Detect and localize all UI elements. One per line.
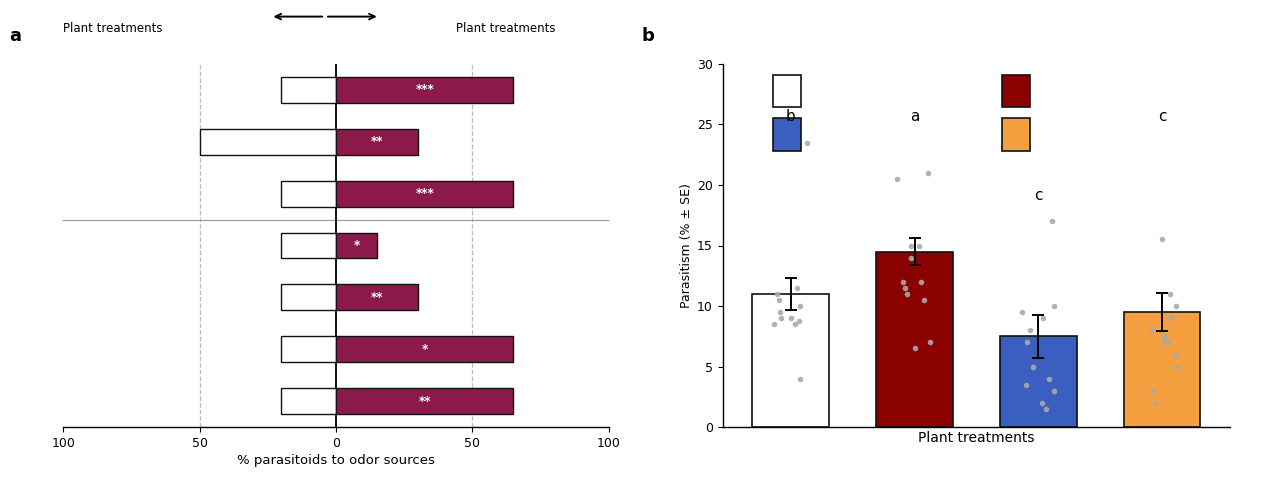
Point	[790, 375, 810, 382]
Point	[765, 320, 785, 328]
Point	[910, 278, 931, 286]
Point	[900, 254, 921, 262]
Text: a: a	[9, 27, 20, 46]
Bar	[281, 336, 336, 362]
Text: **: **	[370, 135, 383, 148]
Point	[1154, 338, 1174, 346]
Point	[796, 138, 817, 146]
Bar	[281, 388, 336, 414]
Bar	[752, 294, 829, 427]
FancyBboxPatch shape	[1002, 75, 1030, 108]
Point	[790, 302, 810, 310]
Point	[1167, 363, 1187, 371]
Text: Plant treatments: Plant treatments	[456, 22, 555, 35]
Bar	[336, 388, 514, 414]
Point	[1044, 387, 1064, 395]
Bar	[336, 129, 417, 155]
Point	[902, 242, 922, 249]
Point	[1038, 375, 1059, 382]
Bar	[336, 77, 514, 103]
Point	[896, 290, 917, 298]
Point	[908, 242, 928, 249]
Point	[1142, 387, 1163, 395]
Text: c: c	[1033, 188, 1042, 203]
Point	[1017, 338, 1037, 346]
Point	[1044, 302, 1064, 310]
Point	[1165, 302, 1186, 310]
Point	[895, 284, 915, 292]
X-axis label: % parasitoids to odor sources: % parasitoids to odor sources	[237, 454, 435, 467]
Text: ***: ***	[415, 83, 434, 96]
Point	[771, 314, 791, 322]
Point	[893, 278, 913, 286]
FancyBboxPatch shape	[1002, 118, 1030, 151]
Bar	[1000, 336, 1077, 427]
Point	[1036, 405, 1056, 413]
Y-axis label: Parasitism (% ± SE): Parasitism (% ± SE)	[680, 183, 694, 308]
X-axis label: Plant treatments: Plant treatments	[918, 431, 1035, 445]
Point	[781, 314, 801, 322]
Point	[919, 338, 940, 346]
Bar	[281, 77, 336, 103]
Bar	[281, 233, 336, 258]
Text: Plant treatments: Plant treatments	[63, 22, 162, 35]
Point	[1159, 290, 1179, 298]
Point	[770, 296, 790, 304]
Point	[1032, 314, 1052, 322]
Bar	[336, 336, 514, 362]
Point	[918, 169, 938, 177]
Point	[905, 345, 926, 353]
Bar	[281, 284, 336, 310]
Bar	[336, 181, 514, 207]
Point	[785, 320, 805, 328]
Bar	[876, 251, 952, 427]
Point	[789, 317, 809, 325]
Point	[1154, 332, 1174, 340]
Point	[1161, 314, 1182, 322]
Point	[888, 175, 908, 183]
Text: ***: ***	[415, 187, 434, 200]
Text: **: **	[370, 291, 383, 304]
Point	[1023, 363, 1044, 371]
Text: c: c	[1158, 109, 1167, 124]
Bar	[199, 129, 336, 155]
Point	[1145, 399, 1165, 407]
Point	[766, 290, 786, 298]
Point	[1032, 399, 1052, 407]
Text: b: b	[786, 109, 796, 124]
Point	[1019, 327, 1040, 334]
Point	[1042, 218, 1063, 225]
FancyBboxPatch shape	[773, 75, 801, 108]
FancyBboxPatch shape	[773, 118, 801, 151]
Bar	[336, 233, 377, 258]
Text: *: *	[354, 239, 360, 252]
Point	[1165, 351, 1186, 358]
Text: *: *	[421, 343, 427, 356]
Text: a: a	[910, 109, 919, 124]
Bar	[281, 181, 336, 207]
Text: **: **	[418, 395, 431, 408]
Bar	[336, 284, 417, 310]
Point	[1158, 338, 1178, 346]
Point	[1141, 327, 1161, 334]
Point	[1151, 236, 1172, 244]
Point	[1012, 308, 1032, 316]
Point	[1016, 381, 1036, 389]
Text: b: b	[642, 27, 654, 46]
Point	[787, 284, 808, 292]
Point	[770, 308, 790, 316]
Point	[913, 296, 933, 304]
Bar	[1123, 312, 1201, 427]
